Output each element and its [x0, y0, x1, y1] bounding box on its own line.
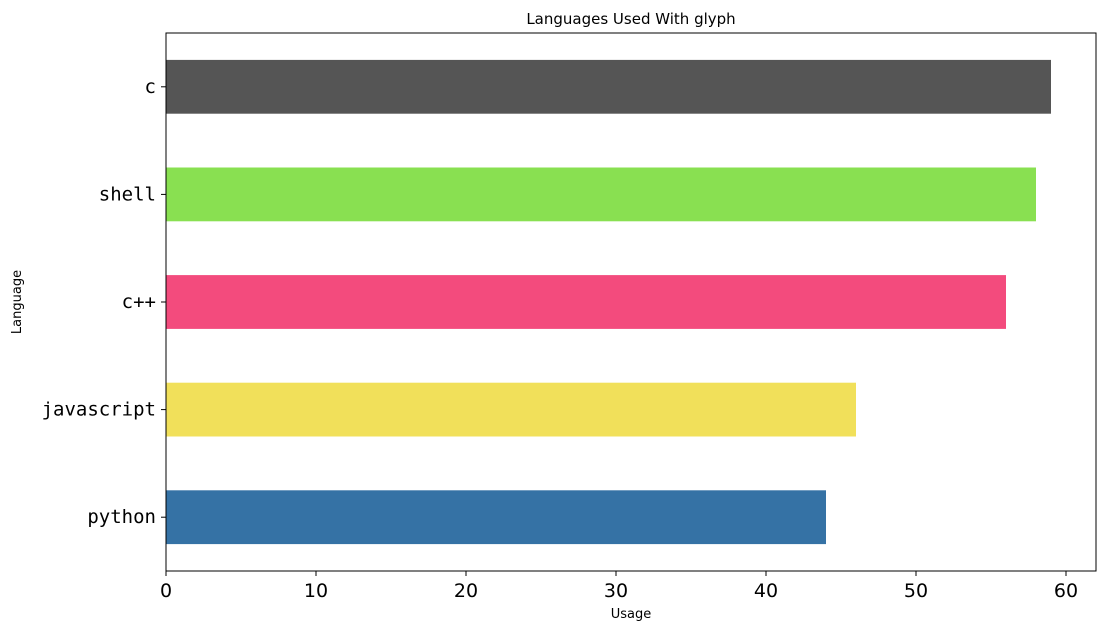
- y-tick-label: python: [87, 506, 156, 528]
- x-tick-label: 60: [1054, 580, 1078, 602]
- x-axis-label: Usage: [611, 607, 652, 622]
- x-tick-label: 50: [904, 580, 928, 602]
- y-tick-label: c: [145, 76, 156, 98]
- y-tick-label: c++: [122, 291, 156, 313]
- x-tick-label: 20: [454, 580, 478, 602]
- x-tick-label: 0: [160, 580, 172, 602]
- bar-shell: [166, 167, 1036, 222]
- x-tick-label: 10: [304, 580, 328, 602]
- y-tick-label: shell: [99, 183, 156, 205]
- bar-c-: [166, 275, 1006, 329]
- x-axis-ticks: 0 10 20 30 40 50 60: [160, 571, 1078, 602]
- bar-javascript: [166, 382, 856, 437]
- y-tick-label: javascript: [42, 399, 156, 421]
- y-axis-ticks: python javascript c++ shell c: [42, 76, 166, 528]
- bars-group: [166, 59, 1051, 545]
- plot-frame: [165, 32, 1097, 572]
- y-axis-label: Language: [10, 270, 25, 334]
- chart-title: Languages Used With glyph: [526, 10, 735, 28]
- x-tick-label: 30: [604, 580, 628, 602]
- x-tick-label: 40: [754, 580, 778, 602]
- bar-c: [166, 59, 1051, 114]
- bar-python: [166, 490, 826, 545]
